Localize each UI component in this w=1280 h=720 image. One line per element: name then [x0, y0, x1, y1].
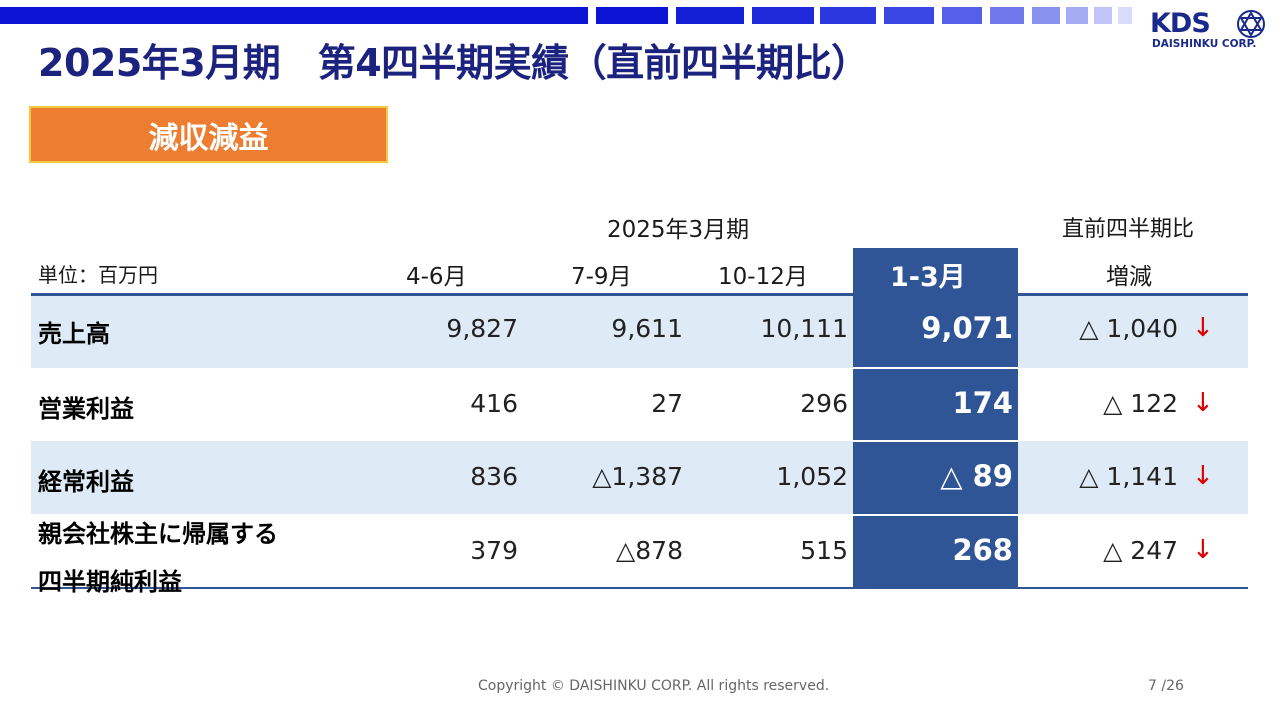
column-header-q4: 1-3月 [890, 262, 966, 293]
highlight-separator [853, 440, 1018, 442]
row-label: 経常利益 [38, 468, 134, 496]
logo-text: KDS [1150, 8, 1211, 39]
company-logo: KDS DAISHINKU CORP. [1150, 8, 1268, 52]
summary-badge: 減収減益 [29, 106, 388, 163]
down-arrow-icon: ↓ [1192, 461, 1214, 491]
top-decorative-bar [0, 7, 1135, 24]
table-bottom-border [31, 587, 1248, 589]
logo-company-name: DAISHINKU CORP. [1152, 38, 1257, 50]
column-header-q3: 10-12月 [718, 264, 808, 290]
row-label: 営業利益 [38, 395, 134, 423]
cell-q3: 296 [800, 389, 848, 418]
row-label-line2: 四半期純利益 [38, 568, 182, 596]
cell-q3: 515 [800, 536, 848, 565]
row-band-1 [31, 295, 1248, 368]
star-of-david-icon [1237, 10, 1265, 38]
cell-change: △ 1,141 [1079, 462, 1178, 491]
compare-header: 直前四半期比 [1062, 217, 1195, 242]
cell-q1: 379 [470, 536, 518, 565]
cell-q1: 416 [470, 389, 518, 418]
cell-change: △ 1,040 [1079, 314, 1178, 343]
cell-q4: 9,071 [921, 311, 1013, 345]
cell-q4: 268 [952, 533, 1013, 567]
table-top-border [31, 293, 1248, 296]
page-number: 7 /26 [1148, 678, 1184, 694]
cell-q2: △1,387 [592, 462, 683, 491]
column-header-q1: 4-6月 [406, 264, 467, 290]
page-title: 2025年3月期 第4四半期実績（直前四半期比） [38, 41, 869, 85]
highlight-separator [853, 514, 1018, 516]
cell-q3: 10,111 [760, 314, 848, 343]
copyright-text: Copyright © DAISHINKU CORP. All rights r… [478, 678, 830, 694]
unit-label: 単位：百万円 [38, 263, 158, 287]
down-arrow-icon: ↓ [1192, 535, 1214, 565]
row-band-3 [31, 441, 1248, 514]
cell-q4: △ 89 [940, 459, 1013, 493]
highlight-separator [853, 367, 1018, 369]
column-header-q2: 7-9月 [571, 264, 632, 290]
down-arrow-icon: ↓ [1192, 388, 1214, 418]
down-arrow-icon: ↓ [1192, 313, 1214, 343]
cell-q2: 9,611 [611, 314, 683, 343]
cell-q2: △878 [616, 536, 683, 565]
cell-change: △ 122 [1103, 389, 1178, 418]
row-label-line1: 親会社株主に帰属する [38, 520, 278, 548]
cell-q1: 9,827 [446, 314, 518, 343]
period-header: 2025年3月期 [607, 217, 750, 243]
column-header-change: 増減 [1106, 264, 1152, 290]
cell-q3: 1,052 [776, 462, 848, 491]
cell-q4: 174 [952, 386, 1013, 420]
summary-badge-label: 減収減益 [148, 120, 269, 156]
cell-q2: 27 [651, 389, 683, 418]
cell-change: △ 247 [1103, 536, 1178, 565]
row-label: 売上高 [38, 320, 110, 348]
cell-q1: 836 [470, 462, 518, 491]
